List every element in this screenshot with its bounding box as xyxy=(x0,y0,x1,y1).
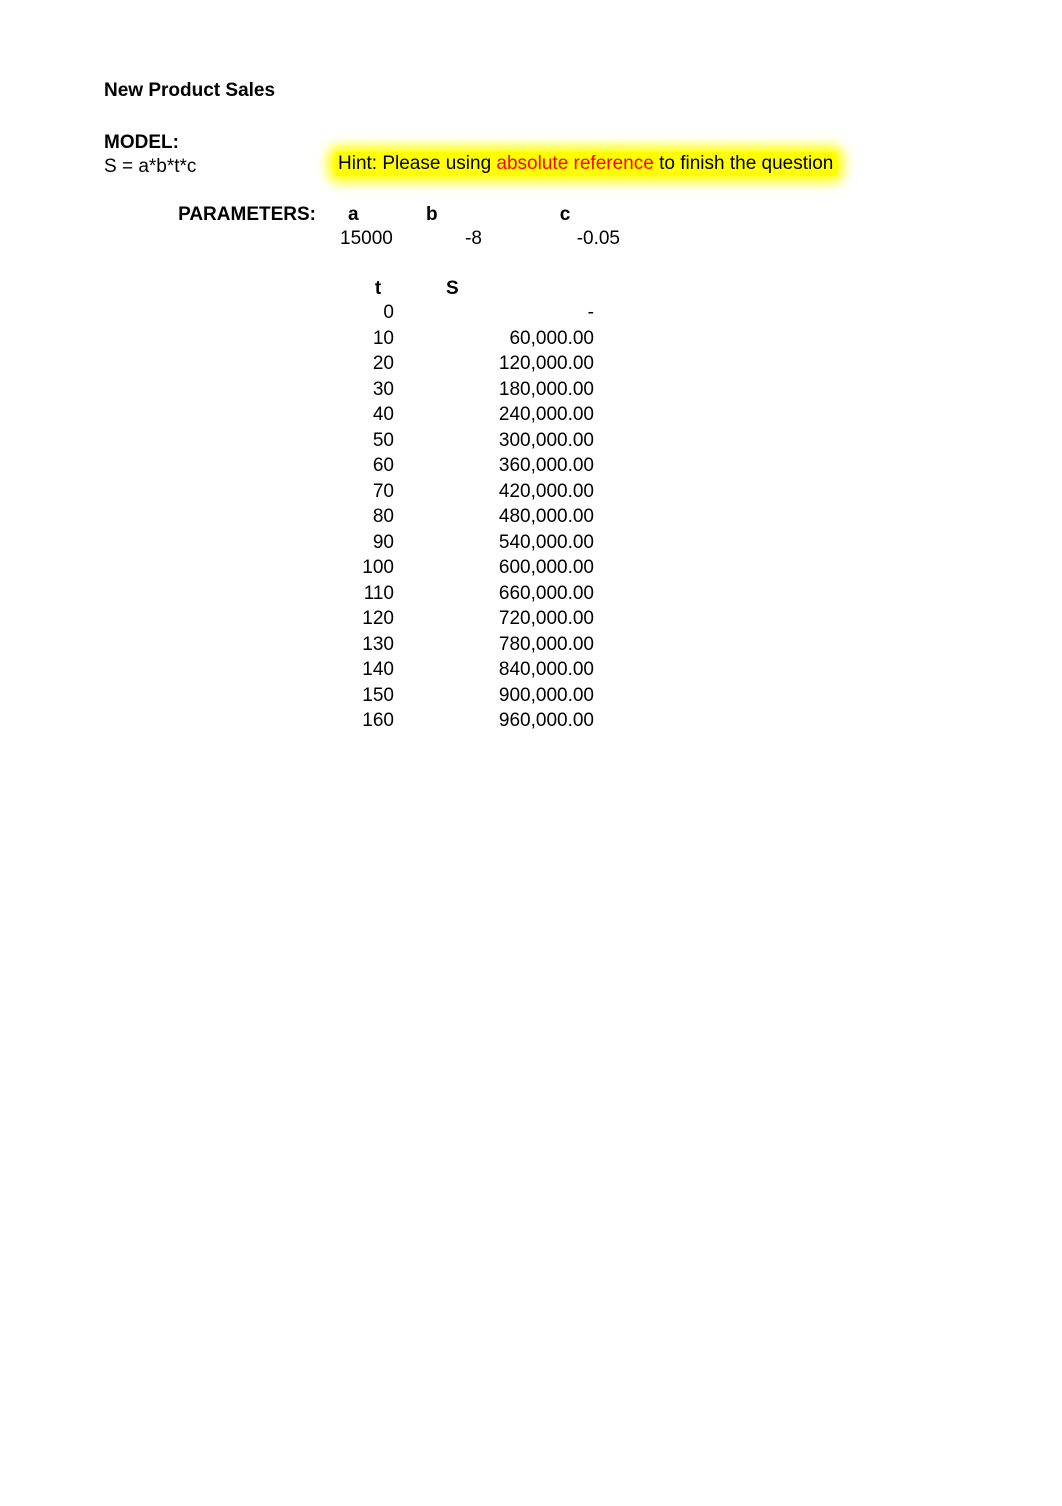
model-equation: S = a*b*t*c xyxy=(104,156,334,178)
t-cell: 120 xyxy=(334,606,422,632)
t-cell: 130 xyxy=(334,632,422,658)
t-cell: 30 xyxy=(334,377,422,403)
ts-table: t 0 10 20 30 40 50 60 70 80 90 100 110 1… xyxy=(334,278,1062,734)
t-cell: 70 xyxy=(334,479,422,505)
t-cell: 20 xyxy=(334,351,422,377)
t-cell: 110 xyxy=(334,581,422,607)
param-value-c: -0.05 xyxy=(500,228,630,250)
t-header: t xyxy=(334,278,422,300)
s-cell: 780,000.00 xyxy=(422,632,630,658)
t-cell: 40 xyxy=(334,402,422,428)
hint-highlight: Hint: Please using absolute reference to… xyxy=(334,152,837,176)
param-col-c: c -0.05 xyxy=(500,204,630,250)
t-cell: 90 xyxy=(334,530,422,556)
t-cell: 0 xyxy=(334,300,422,326)
s-cell: 660,000.00 xyxy=(422,581,630,607)
hint-suffix: to finish the question xyxy=(654,153,834,174)
hint-prefix: Hint: Please using xyxy=(338,153,496,174)
model-block: MODEL: S = a*b*t*c xyxy=(104,132,334,178)
spreadsheet-model-page: New Product Sales MODEL: S = a*b*t*c Hin… xyxy=(0,0,1062,1506)
param-col-b: b -8 xyxy=(422,204,500,250)
s-cell: 960,000.00 xyxy=(422,708,630,734)
page-title: New Product Sales xyxy=(104,80,1062,102)
parameters-label: PARAMETERS: xyxy=(104,204,334,250)
t-cell: 50 xyxy=(334,428,422,454)
t-cell: 140 xyxy=(334,657,422,683)
parameters-grid: a 15000 b -8 c -0.05 xyxy=(334,204,630,250)
hint-absolute-reference: absolute reference xyxy=(496,153,653,174)
t-cell: 100 xyxy=(334,555,422,581)
s-cell: 900,000.00 xyxy=(422,683,630,709)
model-label: MODEL: xyxy=(104,132,334,154)
param-header-c: c xyxy=(500,204,630,228)
t-column: t 0 10 20 30 40 50 60 70 80 90 100 110 1… xyxy=(334,278,422,734)
s-column: S - 60,000.00 120,000.00 180,000.00 240,… xyxy=(422,278,630,734)
s-cell: 720,000.00 xyxy=(422,606,630,632)
model-row: MODEL: S = a*b*t*c Hint: Please using ab… xyxy=(104,132,1062,178)
t-cell: 60 xyxy=(334,453,422,479)
s-header: S xyxy=(422,278,630,300)
ts-grid: t 0 10 20 30 40 50 60 70 80 90 100 110 1… xyxy=(334,278,1062,734)
s-cell: - xyxy=(422,300,630,326)
s-cell: 60,000.00 xyxy=(422,326,630,352)
t-cell: 160 xyxy=(334,708,422,734)
param-col-a: a 15000 xyxy=(334,204,422,250)
param-value-b: -8 xyxy=(422,228,500,250)
s-cell: 420,000.00 xyxy=(422,479,630,505)
t-cell: 150 xyxy=(334,683,422,709)
s-cell: 120,000.00 xyxy=(422,351,630,377)
s-cell: 840,000.00 xyxy=(422,657,630,683)
param-value-a: 15000 xyxy=(334,228,422,250)
s-cell: 300,000.00 xyxy=(422,428,630,454)
s-cell: 240,000.00 xyxy=(422,402,630,428)
parameters-block: PARAMETERS: a 15000 b -8 c -0.05 xyxy=(104,204,1062,250)
param-header-b: b xyxy=(422,204,500,228)
s-cell: 480,000.00 xyxy=(422,504,630,530)
s-cell: 180,000.00 xyxy=(422,377,630,403)
t-cell: 80 xyxy=(334,504,422,530)
s-cell: 600,000.00 xyxy=(422,555,630,581)
s-cell: 360,000.00 xyxy=(422,453,630,479)
param-header-a: a xyxy=(334,204,422,228)
t-cell: 10 xyxy=(334,326,422,352)
s-cell: 540,000.00 xyxy=(422,530,630,556)
